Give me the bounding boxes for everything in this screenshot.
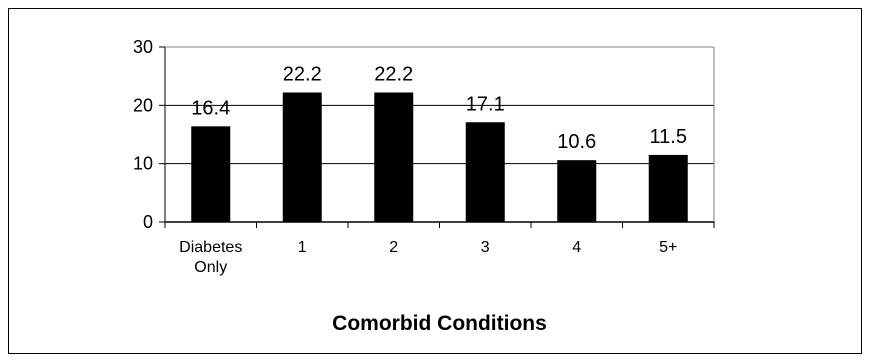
bar-3 <box>465 122 505 222</box>
gridlines <box>165 46 714 165</box>
bar-2 <box>374 92 414 222</box>
x-tick-label-line: 5+ <box>659 239 677 256</box>
bar-0 <box>191 126 231 222</box>
bars <box>191 92 688 222</box>
x-tick-label-line: 1 <box>298 239 307 256</box>
x-tick-label-line: Diabetes <box>179 239 242 256</box>
x-tick-label-line: 2 <box>389 239 398 256</box>
x-tick-label-1: 1 <box>298 239 307 256</box>
y-tick-label-10: 10 <box>133 154 153 174</box>
x-tick-labels: Diabetes Only 1 2 3 4 5+ <box>179 239 677 276</box>
y-tick-labels: 0 10 20 30 <box>133 37 153 232</box>
chart-frame <box>8 8 862 354</box>
x-axis-title: Comorbid Conditions <box>332 312 547 335</box>
x-tick-label-4: 4 <box>572 239 581 256</box>
bar-4 <box>557 160 597 222</box>
data-label-3: 17.1 <box>466 93 505 115</box>
bar-5 <box>648 154 688 222</box>
x-tick-label-5: 5+ <box>659 239 677 256</box>
x-tick-label-3: 3 <box>481 239 490 256</box>
x-tick-label-line: 4 <box>572 239 581 256</box>
data-label-0: 16.4 <box>191 97 230 119</box>
x-tick-label-0: Diabetes Only <box>179 239 242 276</box>
data-label-4: 10.6 <box>557 131 596 153</box>
bar-1 <box>282 92 322 222</box>
x-tick-label-line: Only <box>194 259 227 276</box>
y-tick-label-0: 0 <box>143 212 153 232</box>
y-tick-label-20: 20 <box>133 95 153 115</box>
y-tick-label-30: 30 <box>133 37 153 57</box>
data-labels: 16.4 22.2 22.2 17.1 10.6 11.5 <box>191 64 687 154</box>
axes <box>159 46 715 228</box>
data-label-2: 22.2 <box>374 64 413 86</box>
x-tick-label-line: 3 <box>481 239 490 256</box>
data-label-1: 22.2 <box>283 64 322 86</box>
data-label-5: 11.5 <box>650 126 687 148</box>
x-tick-label-2: 2 <box>389 239 398 256</box>
